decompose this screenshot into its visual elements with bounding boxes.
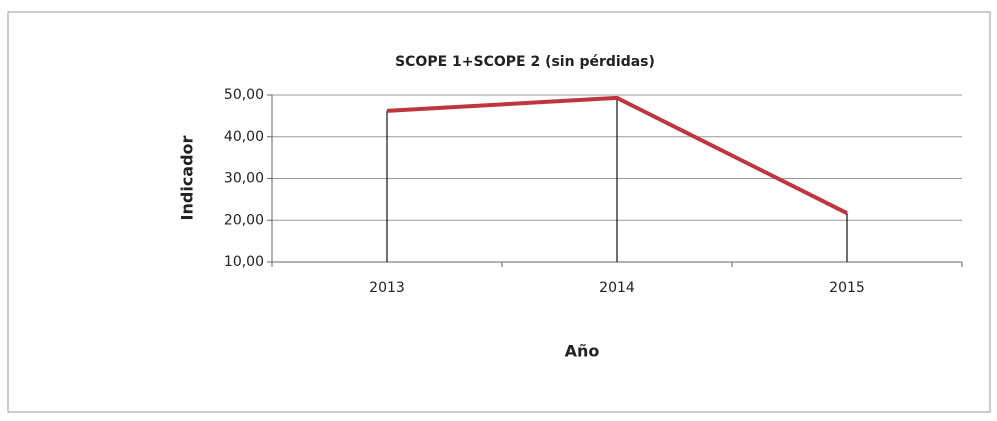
- chart-title: SCOPE 1+SCOPE 2 (sin pérdidas): [395, 54, 655, 70]
- y-tick-label: 50,00: [224, 87, 264, 103]
- data-line: [386, 95, 848, 215]
- x-tick-label: 2014: [599, 280, 635, 296]
- x-tick-label: 2015: [829, 280, 865, 296]
- chart-border: [7, 11, 991, 413]
- x-tick-label: 2013: [369, 280, 405, 296]
- y-tick-label: 30,00: [224, 171, 264, 187]
- y-tick-label: 10,00: [224, 254, 264, 270]
- y-tick-label: 20,00: [224, 212, 264, 228]
- y-tick-label: 40,00: [224, 129, 264, 145]
- x-axis-title: Año: [565, 342, 600, 361]
- y-axis-title: Indicador: [178, 135, 197, 220]
